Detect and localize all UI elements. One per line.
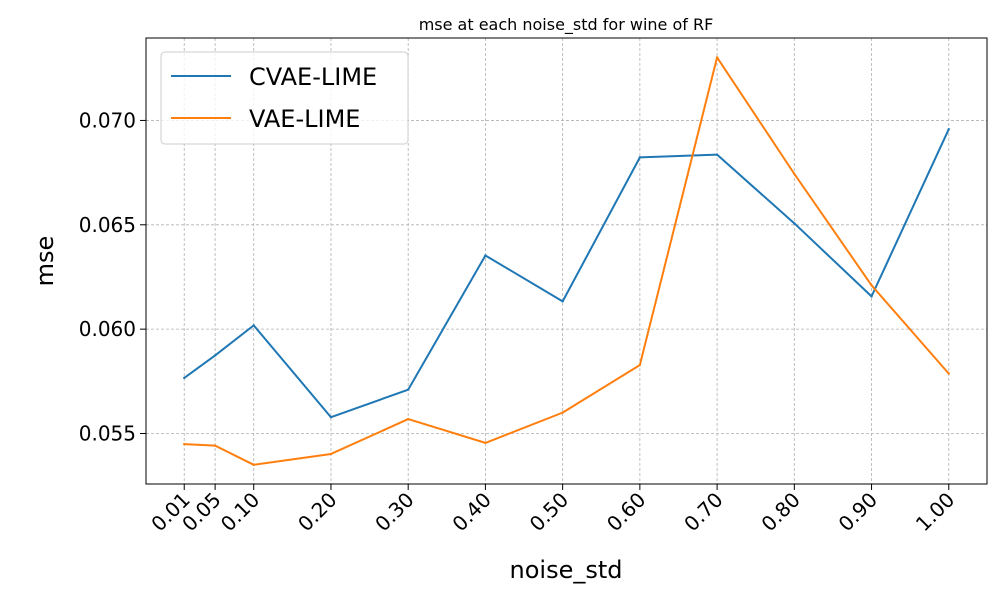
y-tick-label: 0.060 [79, 317, 136, 341]
data-point [870, 295, 873, 298]
data-point [793, 222, 796, 225]
data-point [638, 156, 642, 159]
x-axis-title: noise_std [510, 556, 623, 584]
data-point [793, 172, 796, 176]
y-tick-label: 0.070 [79, 108, 136, 132]
data-point [183, 442, 186, 446]
data-point [638, 363, 642, 367]
data-point [183, 376, 186, 380]
y-tick-label: 0.055 [79, 421, 136, 445]
data-point [947, 128, 950, 131]
plot-area-frame [145, 37, 988, 485]
data-point [329, 452, 333, 456]
series-line-cvae-lime [183, 128, 950, 419]
chart-title: mse at each noise_std for wine of RF [419, 15, 714, 35]
data-point [870, 284, 873, 287]
data-point [252, 463, 255, 466]
data-point [561, 411, 564, 414]
data-point [715, 153, 719, 156]
series-line-vae-lime [184, 56, 950, 466]
data-point [484, 441, 487, 445]
series-lines [183, 56, 950, 466]
data-point [406, 417, 410, 421]
data-point [213, 354, 217, 357]
data-point [715, 56, 719, 59]
y-tick-label: 0.065 [79, 213, 136, 237]
y-axis: 0.055 0.060 0.065 0.070 [79, 108, 146, 445]
data-point [406, 388, 410, 391]
data-point [484, 254, 487, 257]
legend-label: VAE-LIME [249, 105, 360, 133]
grid-lines [146, 38, 987, 484]
data-point [213, 444, 217, 447]
data-point [947, 372, 950, 375]
y-axis-title: mse [31, 236, 59, 287]
legend-label: CVAE-LIME [249, 63, 377, 91]
legend: CVAE-LIME VAE-LIME [160, 51, 409, 145]
data-point [252, 324, 255, 327]
data-point [329, 416, 333, 419]
data-point [561, 300, 564, 303]
